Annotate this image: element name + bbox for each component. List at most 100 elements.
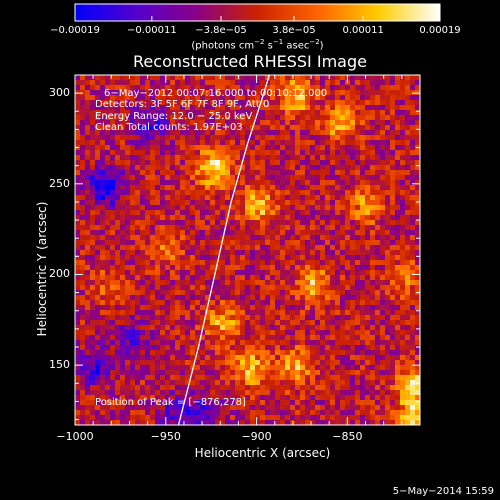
heatmap-cell [235, 155, 241, 161]
heatmap-cell [385, 415, 391, 421]
heatmap-cell [155, 375, 161, 381]
heatmap-cell [330, 320, 336, 326]
heatmap-cell [305, 250, 311, 256]
heatmap-cell [315, 170, 321, 176]
heatmap-cell [250, 405, 256, 411]
heatmap-cell [160, 385, 166, 391]
heatmap-cell [205, 290, 211, 296]
heatmap-cell [350, 270, 356, 276]
heatmap-cell [95, 320, 101, 326]
heatmap-cell [245, 240, 251, 246]
heatmap-cell [100, 170, 106, 176]
heatmap-cell [300, 105, 306, 111]
heatmap-cell [325, 230, 331, 236]
heatmap-cell [280, 355, 286, 361]
heatmap-cell [320, 135, 326, 141]
heatmap-cell [185, 295, 191, 301]
heatmap-cell [345, 155, 351, 161]
heatmap-cell [140, 345, 146, 351]
heatmap-cell [275, 335, 281, 341]
heatmap-cell [270, 340, 276, 346]
heatmap-cell [390, 105, 396, 111]
heatmap-cell [405, 195, 411, 201]
heatmap-cell [310, 140, 316, 146]
heatmap-cell [355, 190, 361, 196]
heatmap-cell [115, 195, 121, 201]
heatmap-cell [345, 115, 351, 121]
heatmap-cell [385, 380, 391, 386]
heatmap-cell [350, 375, 356, 381]
heatmap-cell [85, 255, 91, 261]
heatmap-cell [280, 335, 286, 341]
heatmap-cell [370, 100, 376, 106]
heatmap-cell [205, 390, 211, 396]
heatmap-cell [245, 275, 251, 281]
heatmap-cell [400, 420, 406, 425]
heatmap-cell [255, 285, 261, 291]
heatmap-cell [390, 260, 396, 266]
heatmap-cell [155, 225, 161, 231]
heatmap-cell [240, 415, 246, 421]
heatmap-cell [280, 325, 286, 331]
heatmap-cell [240, 210, 246, 216]
heatmap-cell [295, 100, 301, 106]
heatmap-cell [180, 360, 186, 366]
heatmap-cell [265, 275, 271, 281]
heatmap-cell [385, 225, 391, 231]
heatmap-cell [235, 350, 241, 356]
heatmap-cell [110, 135, 116, 141]
heatmap-cell [270, 220, 276, 226]
heatmap-cell [75, 250, 81, 256]
heatmap-cell [365, 415, 371, 421]
heatmap-cell [190, 220, 196, 226]
heatmap-cell [270, 280, 276, 286]
heatmap-cell [355, 270, 361, 276]
heatmap-cell [240, 370, 246, 376]
heatmap-cell [75, 180, 81, 186]
heatmap-cell [375, 90, 381, 96]
heatmap-cell [140, 185, 146, 191]
heatmap-cell [410, 165, 416, 171]
heatmap-cell [265, 370, 271, 376]
heatmap-cell [130, 420, 136, 425]
heatmap-cell [105, 400, 111, 406]
heatmap-cell [225, 120, 231, 126]
heatmap-cell [400, 295, 406, 301]
heatmap-cell [260, 245, 266, 251]
heatmap-cell [330, 95, 336, 101]
heatmap-cell [330, 210, 336, 216]
heatmap-cell [405, 310, 411, 316]
heatmap-cell [135, 140, 141, 146]
heatmap-cell [115, 215, 121, 221]
heatmap-cell [400, 350, 406, 356]
heatmap-cell [265, 360, 271, 366]
heatmap-cell [400, 410, 406, 416]
heatmap-cell [415, 310, 420, 316]
heatmap-cell [335, 205, 341, 211]
heatmap-cell [95, 125, 101, 131]
heatmap-cell [205, 150, 211, 156]
heatmap-cell [355, 375, 361, 381]
heatmap-cell [325, 415, 331, 421]
heatmap-cell [180, 210, 186, 216]
heatmap-cell [340, 380, 346, 386]
heatmap-cell [340, 335, 346, 341]
heatmap-cell [255, 85, 261, 91]
heatmap-cell [315, 365, 321, 371]
heatmap-cell [260, 85, 266, 91]
heatmap-cell [395, 330, 401, 336]
heatmap-cell [250, 315, 256, 321]
heatmap-cell [215, 415, 221, 421]
heatmap-cell [285, 215, 291, 221]
heatmap-cell [100, 315, 106, 321]
heatmap-cell [115, 295, 121, 301]
heatmap-cell [340, 340, 346, 346]
heatmap-cell [250, 190, 256, 196]
heatmap-cell [295, 310, 301, 316]
heatmap-cell [325, 205, 331, 211]
heatmap-cell [200, 190, 206, 196]
heatmap-cell [145, 335, 151, 341]
heatmap-cell [185, 135, 191, 141]
heatmap-cell [340, 140, 346, 146]
heatmap-cell [205, 345, 211, 351]
